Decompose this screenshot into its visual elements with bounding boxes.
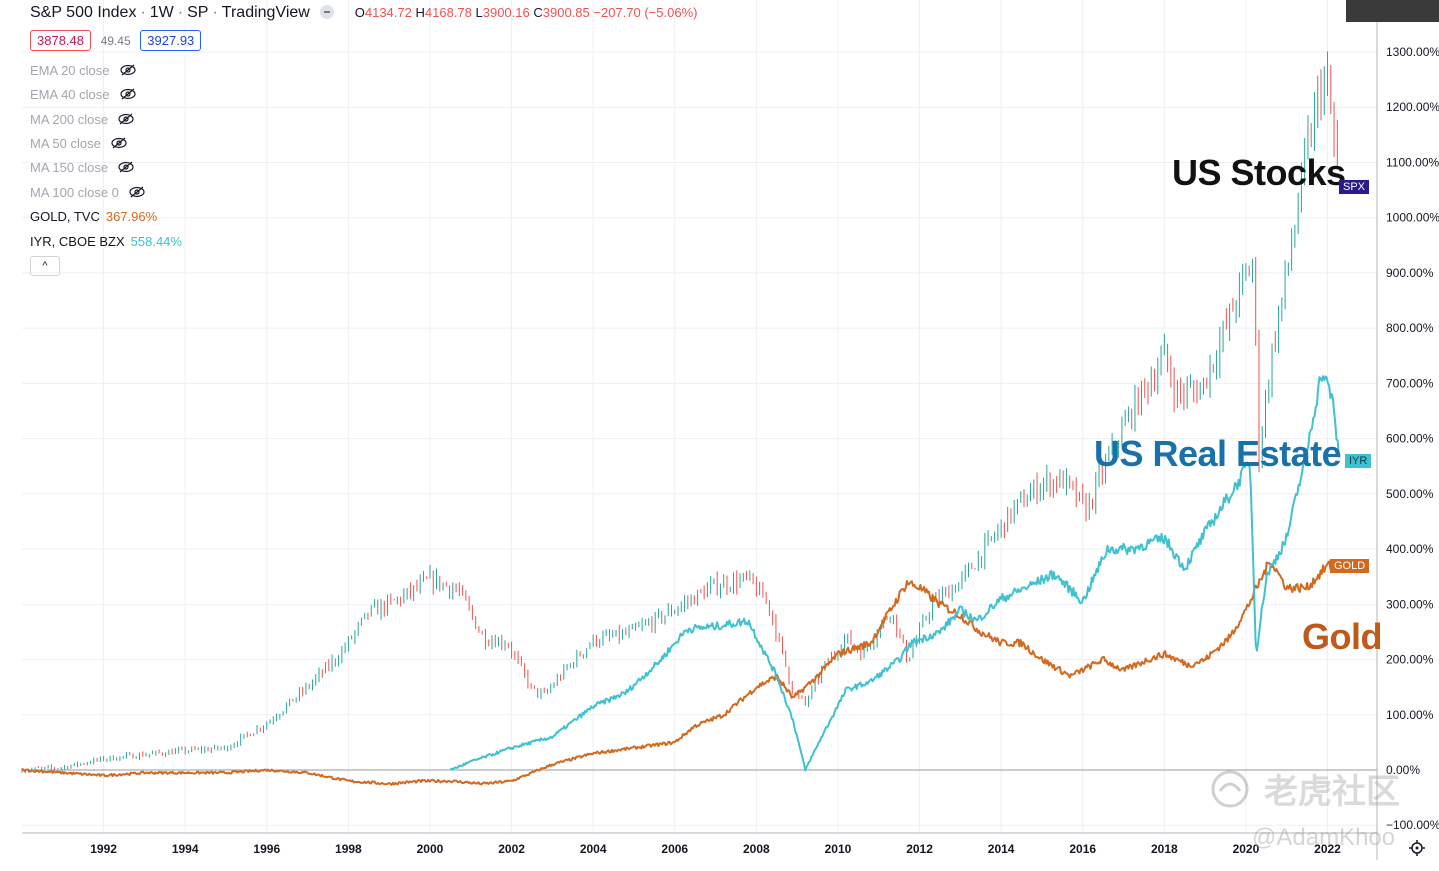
y-tick-label: 0.00% (1386, 763, 1420, 777)
eye-hidden-icon[interactable] (118, 113, 134, 125)
x-tick-label: 1998 (335, 842, 362, 856)
vertical-grid (103, 0, 1329, 833)
exchange: SP (187, 4, 209, 21)
y-tick-label: 400.00% (1386, 542, 1434, 556)
collapse-dot-icon[interactable] (320, 5, 335, 19)
y-tick-label: 1200.00% (1386, 100, 1439, 114)
indicator-ma50[interactable]: MA 50 close (30, 136, 127, 151)
y-axis: −100.00% 0.00% 100.00% 200.00% 300.00% 400.00… (1386, 45, 1439, 832)
x-tick-label: 2008 (743, 842, 770, 856)
x-tick-label: 2016 (1069, 842, 1096, 856)
iyr-price-tag: IYR (1345, 454, 1372, 468)
label-gold: Gold (1302, 616, 1382, 657)
x-axis: 1992 1994 1996 1998 2000 2002 2004 2006 2008 2010… (90, 842, 1341, 856)
x-tick-label: 2004 (580, 842, 607, 856)
y-tick-label: 500.00% (1386, 487, 1434, 501)
gold-line (22, 560, 1340, 786)
settings-gear-icon[interactable] (1409, 840, 1425, 856)
x-tick-label: 2018 (1151, 842, 1178, 856)
symbol-header[interactable]: S&P 500 Index · 1W · SP · TradingView O4134.72… (30, 4, 698, 21)
iyr-line (450, 375, 1340, 772)
interval[interactable]: 1W (149, 4, 174, 21)
spread-value: 49.45 (100, 34, 131, 48)
horizontal-grid (22, 51, 1377, 826)
gold-pct: 367.96% (105, 209, 158, 224)
y-tick-label: 700.00% (1386, 376, 1434, 390)
buy-button[interactable]: 3927.93 (140, 30, 202, 51)
trade-box-row: 3878.48 49.45 3927.93 (30, 30, 202, 51)
gold-price-tag: GOLD (1330, 559, 1370, 573)
x-tick-label: 2002 (498, 842, 525, 856)
tiger-logo-icon (1211, 770, 1249, 808)
compare-iyr[interactable]: IYR, CBOE BZX 558.44% (30, 234, 182, 249)
eye-hidden-icon[interactable] (111, 137, 127, 149)
indicator-ema40[interactable]: EMA 40 close (30, 87, 136, 102)
video-thumbnail (1346, 0, 1439, 22)
indicator-ma100[interactable]: MA 100 close 0 (30, 185, 145, 200)
collapse-legend-button[interactable]: ^ (30, 256, 60, 276)
y-tick-label: −100.00% (1386, 818, 1439, 832)
y-tick-label: 100.00% (1386, 708, 1434, 722)
label-us-real-estate: US Real Estate (1094, 433, 1342, 474)
x-tick-label: 2006 (661, 842, 688, 856)
y-tick-label: 1300.00% (1386, 45, 1439, 59)
iyr-pct: 558.44% (130, 234, 182, 249)
y-tick-label: 1100.00% (1386, 155, 1439, 169)
x-tick-label: 2000 (417, 842, 444, 856)
watermark-logo: 老虎社区 (1210, 764, 1400, 813)
y-tick-label: 600.00% (1386, 432, 1434, 446)
x-tick-label: 1992 (90, 842, 117, 856)
symbol-title[interactable]: S&P 500 Index (30, 4, 137, 21)
sell-button[interactable]: 3878.48 (30, 30, 91, 51)
eye-hidden-icon[interactable] (118, 161, 134, 173)
spx-price-tag: SPX (1339, 180, 1370, 194)
watermark-handle: @AdamKhoo (1252, 824, 1396, 851)
x-tick-label: 2014 (988, 842, 1015, 856)
x-tick-label: 2020 (1233, 842, 1260, 856)
x-tick-label: 2022 (1314, 842, 1341, 856)
change-value: −207.70 (−5.06%) (593, 5, 698, 20)
spx-candles (21, 51, 1338, 774)
eye-hidden-icon[interactable] (119, 88, 136, 100)
indicator-ma200[interactable]: MA 200 close (30, 112, 134, 127)
y-tick-label: 1000.00% (1386, 211, 1439, 225)
y-tick-label: 800.00% (1386, 321, 1434, 335)
y-tick-label: 900.00% (1386, 266, 1434, 280)
y-tick-label: 300.00% (1386, 597, 1434, 611)
compare-gold[interactable]: GOLD, TVC 367.96% (30, 209, 158, 224)
eye-hidden-icon[interactable] (129, 186, 145, 198)
x-tick-label: 1996 (253, 842, 280, 856)
ohlc-values: O4134.72 H4168.78 L3900.16 C3900.85 −207… (354, 5, 698, 20)
x-tick-label: 1994 (172, 842, 199, 856)
y-tick-label: 200.00% (1386, 653, 1434, 667)
indicator-ema20[interactable]: EMA 20 close (30, 63, 136, 78)
indicator-ma150[interactable]: MA 150 close (30, 160, 134, 175)
series-layer (21, 51, 1340, 786)
eye-hidden-icon[interactable] (119, 64, 136, 76)
x-tick-label: 2012 (906, 842, 933, 856)
label-us-stocks: US Stocks (1172, 152, 1346, 193)
source: TradingView (221, 4, 310, 21)
x-tick-label: 2010 (825, 842, 852, 856)
